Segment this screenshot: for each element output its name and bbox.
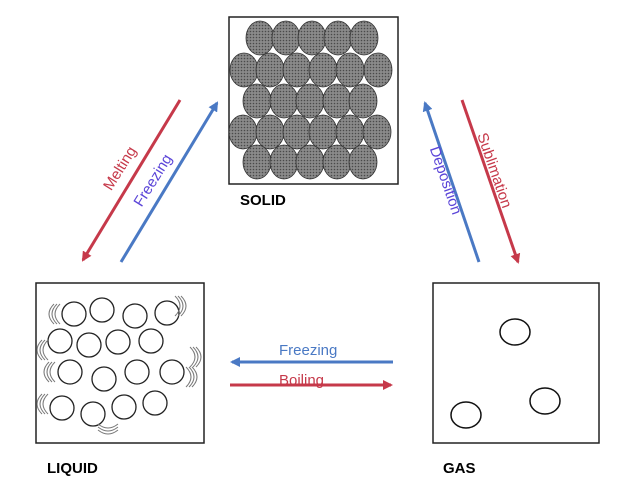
- solid-particle: [363, 52, 393, 88]
- motion-arc: [195, 346, 202, 368]
- liquid-label: LIQUID: [47, 460, 98, 477]
- motion-arc: [49, 361, 56, 383]
- solid-particle: [295, 144, 325, 180]
- solid-particle: [322, 144, 352, 180]
- solid-particle: [269, 83, 299, 119]
- liquid-particles: [36, 295, 202, 435]
- liquid-particle: [159, 359, 185, 385]
- solid-particle: [282, 52, 312, 88]
- liquid-particle: [89, 297, 115, 323]
- melting-arrow: [81, 99, 182, 262]
- boiling-label: Boiling: [279, 372, 325, 389]
- liquid-particle: [57, 359, 83, 385]
- motion-arc: [36, 339, 43, 361]
- solid-particle: [297, 20, 327, 56]
- motion-arc: [97, 423, 119, 429]
- liquid-particle: [142, 390, 168, 416]
- solid-particle: [228, 114, 258, 150]
- solid-particle: [242, 144, 272, 180]
- deposition-arrow: [422, 101, 481, 263]
- motion-arc: [180, 295, 187, 317]
- solid-box: [228, 16, 399, 185]
- gas-label: GAS: [443, 460, 476, 477]
- solid-particle: [255, 114, 285, 150]
- liquid-box: [35, 282, 205, 444]
- liquid-particle: [47, 328, 73, 354]
- gas-particle: [529, 387, 561, 415]
- freezing-arrow-left: [119, 101, 219, 263]
- liquid-particle: [105, 329, 131, 355]
- motion-arc: [192, 346, 199, 368]
- motion-arc: [51, 303, 58, 325]
- motion-arc: [97, 429, 119, 435]
- solid-particle: [348, 144, 378, 180]
- solid-particle: [308, 52, 338, 88]
- sublimation-arrow: [460, 99, 521, 264]
- solid-particle: [245, 20, 275, 56]
- solid-particle: [323, 20, 353, 56]
- solid-particle: [348, 83, 378, 119]
- solid-particle: [269, 144, 299, 180]
- liquid-particle: [111, 394, 137, 420]
- motion-arc: [189, 346, 196, 368]
- motion-arc: [188, 366, 195, 388]
- motion-arc: [43, 361, 50, 383]
- motion-arc: [174, 295, 181, 317]
- liquid-particle: [76, 332, 102, 358]
- liquid-particle: [61, 301, 87, 327]
- liquid-particle: [91, 366, 117, 392]
- solid-particle: [229, 52, 259, 88]
- freezing-label-horizontal: Freezing: [279, 342, 338, 359]
- liquid-particle: [80, 401, 106, 427]
- motion-arc: [48, 303, 55, 325]
- solid-particle: [295, 83, 325, 119]
- liquid-particle: [154, 300, 180, 326]
- liquid-particle: [49, 395, 75, 421]
- solid-particle: [255, 52, 285, 88]
- motion-arc: [46, 361, 53, 383]
- motion-arc: [42, 393, 49, 415]
- motion-arc: [42, 339, 49, 361]
- motion-arc: [177, 295, 184, 317]
- solid-particle: [335, 114, 365, 150]
- liquid-particle: [122, 303, 148, 329]
- liquid-particle: [138, 328, 164, 354]
- solid-label: SOLID: [240, 192, 286, 209]
- motion-arc: [39, 393, 46, 415]
- solid-particle: [308, 114, 338, 150]
- gas-particle: [499, 318, 531, 346]
- solid-particle: [362, 114, 392, 150]
- solid-particle: [242, 83, 272, 119]
- motion-arc: [39, 339, 46, 361]
- gas-box: [432, 282, 600, 444]
- motion-arc: [97, 426, 119, 432]
- solid-particles: [228, 20, 393, 180]
- gas-particle: [450, 401, 482, 429]
- solid-particle: [322, 83, 352, 119]
- motion-arc: [54, 303, 61, 325]
- solid-particle: [282, 114, 312, 150]
- solid-particle: [335, 52, 365, 88]
- motion-arc: [191, 366, 198, 388]
- liquid-particle: [124, 359, 150, 385]
- solid-particle: [349, 20, 379, 56]
- solid-particle: [271, 20, 301, 56]
- motion-arc: [185, 366, 192, 388]
- motion-arc: [36, 393, 43, 415]
